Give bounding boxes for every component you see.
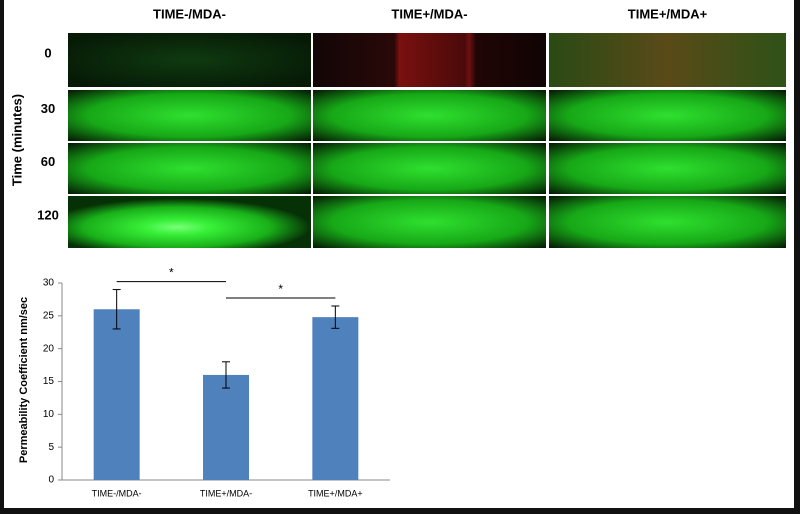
column-header: TIME-/MDA- <box>153 6 226 21</box>
bar <box>203 374 249 480</box>
x-tick-label: TIME+/MDA+ <box>308 488 363 498</box>
column-header: TIME+/MDA- <box>391 6 467 21</box>
y-tick-label: 0 <box>48 475 54 486</box>
micrograph <box>313 143 546 194</box>
micrograph <box>68 196 311 248</box>
micrograph <box>549 33 786 87</box>
y-tick-label: 20 <box>43 343 55 354</box>
x-tick-label: TIME+/MDA- <box>200 488 252 498</box>
y-tick-label: 5 <box>48 442 54 453</box>
significance-label: * <box>278 282 283 296</box>
row-label: 120 <box>37 207 59 222</box>
column-header: TIME+/MDA+ <box>628 6 708 21</box>
x-tick-label: TIME-/MDA- <box>92 488 142 498</box>
row-label: 0 <box>44 45 51 60</box>
micrograph <box>549 196 786 248</box>
micrograph <box>68 33 311 87</box>
y-axis-label: Permeability Coefficient nm/sec <box>18 297 30 463</box>
micrograph <box>549 90 786 141</box>
micrograph <box>313 196 546 248</box>
significance-label: * <box>169 266 174 280</box>
micrograph <box>313 90 546 141</box>
y-tick-label: 25 <box>43 310 55 321</box>
row-label: 30 <box>41 101 55 116</box>
row-label: 60 <box>41 154 55 169</box>
micrograph <box>68 143 311 194</box>
micrograph <box>549 143 786 194</box>
micrograph <box>68 90 311 141</box>
row-axis-label: Time (minutes) <box>9 94 24 186</box>
y-tick-label: 10 <box>43 409 55 420</box>
micrograph <box>313 33 546 87</box>
bar <box>312 317 359 480</box>
y-tick-label: 15 <box>43 376 55 387</box>
y-tick-label: 30 <box>43 278 55 289</box>
bar <box>93 309 140 480</box>
